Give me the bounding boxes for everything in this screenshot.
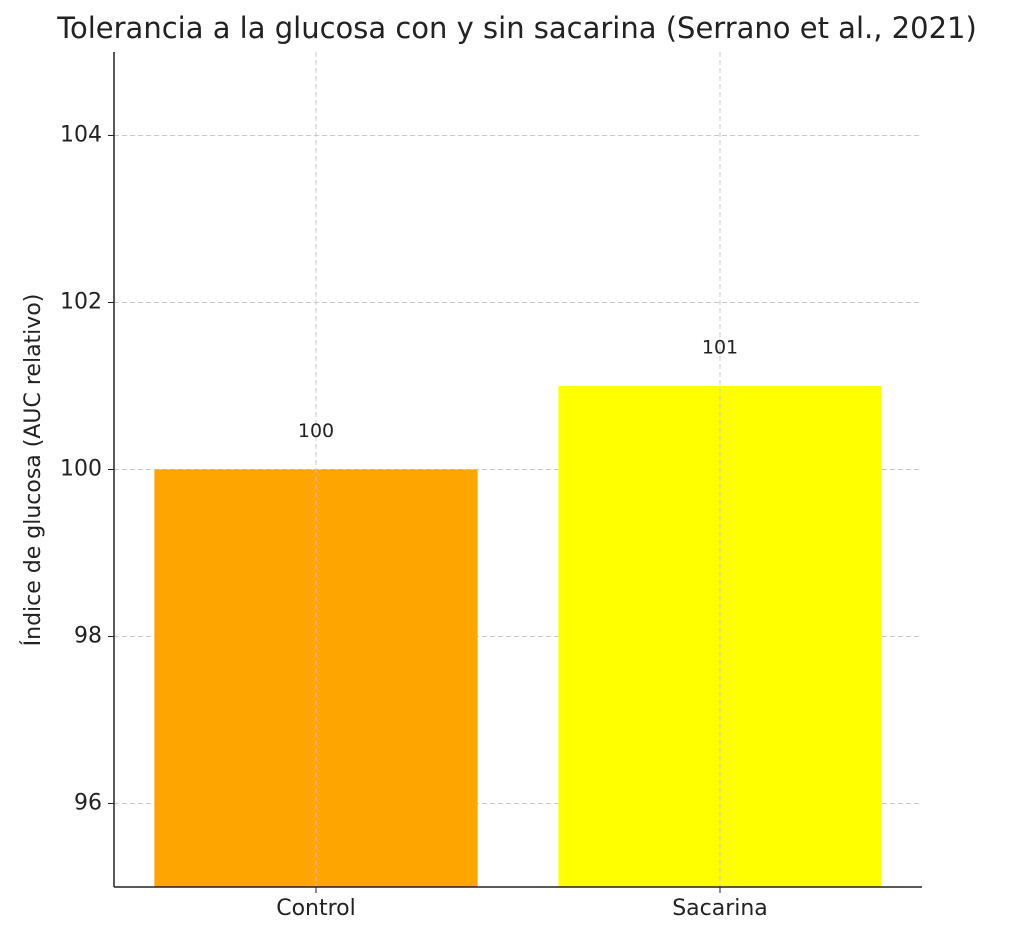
chart-title: Tolerancia a la glucosa con y sin sacari…: [56, 11, 977, 45]
y-axis-label: Índice de glucosa (AUC relativo): [20, 294, 46, 647]
y-tick-label: 96: [74, 791, 102, 816]
y-tick-label: 104: [60, 123, 102, 148]
y-tick-label: 102: [60, 290, 102, 315]
y-tick-label: 98: [74, 624, 102, 649]
x-tick-label: Control: [276, 896, 356, 921]
value-label: 101: [702, 337, 738, 359]
value-label: 100: [298, 420, 334, 442]
y-tick-label: 100: [60, 457, 102, 482]
x-tick-label: Sacarina: [672, 896, 768, 921]
